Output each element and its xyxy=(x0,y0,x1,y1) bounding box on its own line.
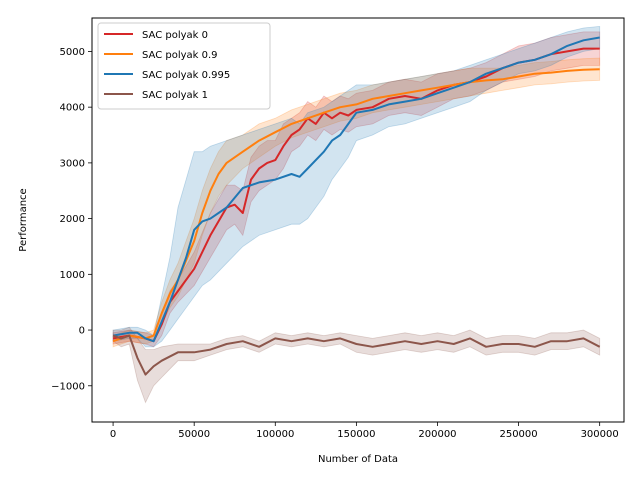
y-tick-label: 4000 xyxy=(60,103,85,114)
band-sac-polyak-1 xyxy=(112,326,601,404)
x-axis-label: Number of Data xyxy=(318,454,398,465)
y-tick-label: 3000 xyxy=(60,158,85,169)
x-tick-label: 50000 xyxy=(178,429,210,440)
series-lines xyxy=(112,36,601,376)
legend-label-sac-polyak-0: SAC polyak 0 xyxy=(142,30,208,41)
x-tick-label: 300000 xyxy=(581,429,619,440)
legend-label-sac-polyak-0-9: SAC polyak 0.9 xyxy=(142,50,218,61)
x-tick-label: 0 xyxy=(110,429,116,440)
y-tick-label: −1000 xyxy=(51,381,85,392)
y-tick-label: 0 xyxy=(79,326,85,337)
y-axis: −1000 0 1000 2000 3000 4000 5000 xyxy=(51,47,92,392)
band-sac-polyak-0-9 xyxy=(112,57,601,348)
y-tick-label: 5000 xyxy=(60,47,85,58)
x-tick-label: 250000 xyxy=(499,429,537,440)
line-sac-polyak-0-995 xyxy=(112,36,600,343)
x-tick-label: 100000 xyxy=(256,429,294,440)
x-axis: 0 50000 100000 150000 200000 250000 300000 xyxy=(110,422,619,440)
line-sac-polyak-1 xyxy=(112,334,601,376)
legend: SAC polyak 0 SAC polyak 0.9 SAC polyak 0.9… xyxy=(97,22,271,110)
y-axis-label: Performance xyxy=(18,188,29,251)
legend-box xyxy=(97,22,271,110)
line-sac-polyak-0 xyxy=(112,47,600,343)
legend-label-sac-polyak-0-995: SAC polyak 0.995 xyxy=(142,70,230,81)
y-tick-label: 2000 xyxy=(60,214,85,225)
y-tick-label: 1000 xyxy=(60,270,85,281)
plot-frame xyxy=(91,17,625,423)
x-tick-label: 150000 xyxy=(337,429,375,440)
legend-label-sac-polyak-1: SAC polyak 1 xyxy=(142,90,208,101)
x-tick-label: 200000 xyxy=(418,429,456,440)
